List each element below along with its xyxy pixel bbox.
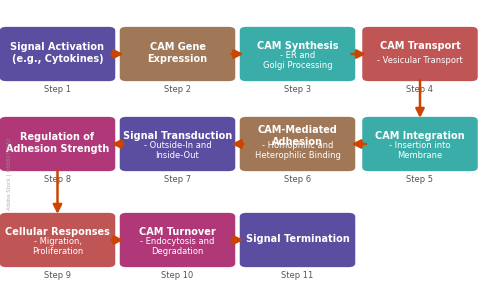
Text: Adobe Stock | #888078932: Adobe Stock | #888078932	[6, 138, 12, 210]
Text: Signal Termination: Signal Termination	[246, 233, 350, 244]
Text: - Migration,
Proliferation: - Migration, Proliferation	[32, 237, 83, 256]
Text: - Vesicular Transport: - Vesicular Transport	[377, 56, 463, 65]
Text: Step 6: Step 6	[284, 175, 311, 184]
Text: CAM Transport: CAM Transport	[380, 40, 460, 51]
Text: - Outside-In and
Inside-Out: - Outside-In and Inside-Out	[144, 141, 212, 160]
Text: CAM Synthesis: CAM Synthesis	[257, 40, 338, 51]
Text: Step 5: Step 5	[406, 175, 434, 184]
Text: Step 11: Step 11	[282, 271, 314, 280]
Text: CAM Integration: CAM Integration	[375, 130, 465, 141]
Text: Signal Transduction: Signal Transduction	[123, 130, 232, 141]
Text: Step 1: Step 1	[44, 85, 71, 94]
Text: CAM Turnover: CAM Turnover	[139, 226, 216, 237]
FancyBboxPatch shape	[240, 117, 355, 171]
FancyBboxPatch shape	[240, 213, 355, 267]
Text: Signal Activation
(e.g., Cytokines): Signal Activation (e.g., Cytokines)	[10, 41, 104, 64]
Text: - Endocytosis and
Degradation: - Endocytosis and Degradation	[140, 237, 214, 256]
Text: Step 9: Step 9	[44, 271, 71, 280]
Text: Step 3: Step 3	[284, 85, 311, 94]
Text: - ER and
Golgi Processing: - ER and Golgi Processing	[262, 51, 332, 70]
FancyBboxPatch shape	[120, 213, 236, 267]
Text: - Homophilic and
Heterophilic Binding: - Homophilic and Heterophilic Binding	[254, 141, 340, 160]
Text: CAM-Mediated
Adhesion: CAM-Mediated Adhesion	[258, 124, 338, 147]
Text: CAM Gene
Expression: CAM Gene Expression	[148, 41, 208, 64]
FancyBboxPatch shape	[120, 27, 236, 81]
FancyBboxPatch shape	[0, 27, 115, 81]
Text: Regulation of
Adhesion Strength: Regulation of Adhesion Strength	[6, 131, 109, 154]
Text: Step 4: Step 4	[406, 85, 434, 94]
FancyBboxPatch shape	[240, 27, 355, 81]
Text: Step 2: Step 2	[164, 85, 191, 94]
Text: Step 10: Step 10	[162, 271, 194, 280]
FancyBboxPatch shape	[0, 213, 115, 267]
FancyBboxPatch shape	[362, 27, 478, 81]
Text: - Insertion into
Membrane: - Insertion into Membrane	[389, 141, 451, 160]
Text: Step 8: Step 8	[44, 175, 71, 184]
Text: Step 7: Step 7	[164, 175, 191, 184]
FancyBboxPatch shape	[0, 117, 115, 171]
FancyBboxPatch shape	[120, 117, 236, 171]
Text: Cellular Responses: Cellular Responses	[5, 226, 110, 237]
FancyBboxPatch shape	[362, 117, 478, 171]
